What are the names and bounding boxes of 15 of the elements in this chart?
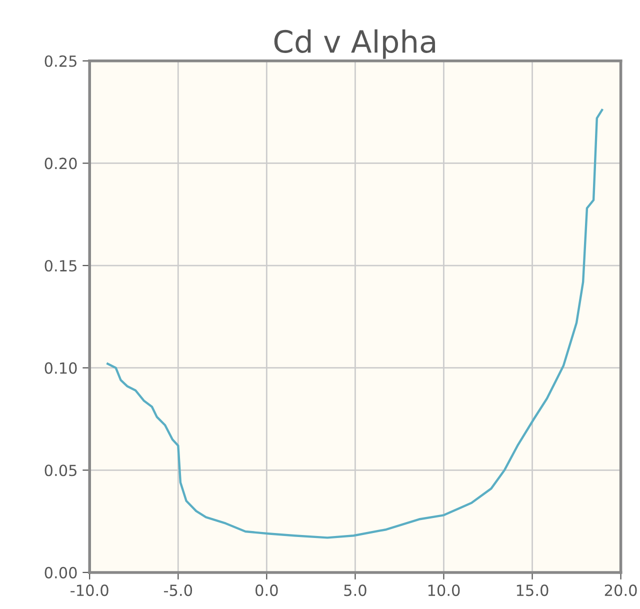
x-tick-label: 0.0 <box>256 584 278 596</box>
y-tick-label: 0.15 <box>44 260 76 272</box>
y-tick-label: 0.20 <box>44 158 77 170</box>
x-tick-label: -10.0 <box>70 584 108 596</box>
y-tick-label: 0.00 <box>44 566 77 578</box>
y-tick-label: 0.10 <box>44 362 77 374</box>
y-tick-label: 0.05 <box>44 464 76 476</box>
y-tick-label: 0.25 <box>44 55 76 67</box>
chart-title: Cd v Alpha <box>274 29 435 59</box>
x-tick-label: 20.0 <box>604 584 637 596</box>
line-series <box>106 108 604 539</box>
x-tick-label: 15.0 <box>516 584 548 596</box>
x-tick-label: 10.0 <box>428 584 460 596</box>
x-tick-label: -5.0 <box>164 584 192 596</box>
x-tick-label: 5.0 <box>344 584 366 596</box>
